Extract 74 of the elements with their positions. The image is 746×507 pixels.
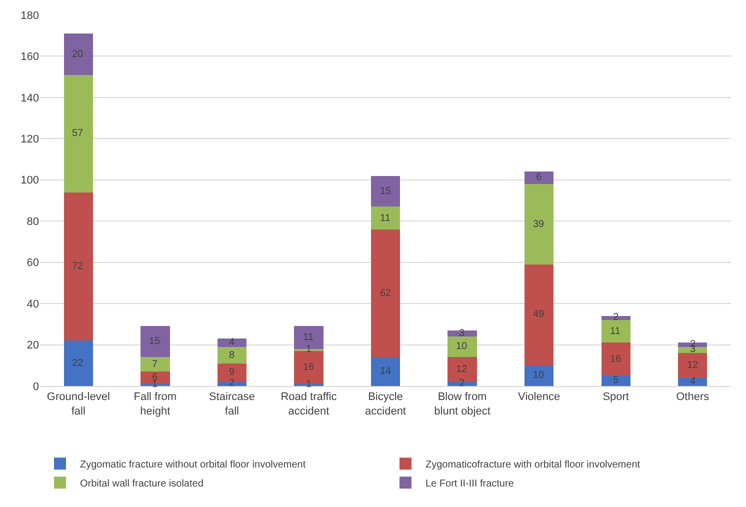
data-label: 16 (610, 354, 622, 365)
bar (217, 346, 247, 364)
bar (524, 184, 554, 264)
y-tick-label: 160 (20, 51, 39, 64)
bar (601, 320, 630, 343)
y-tick-label: 60 (26, 257, 39, 270)
data-label: 49 (533, 309, 545, 320)
bar (370, 229, 400, 358)
bar (524, 172, 554, 184)
data-label: 12 (456, 364, 468, 375)
y-tick-label: 20 (26, 340, 39, 352)
y-tick-label: 140 (20, 92, 39, 104)
data-label: 12 (687, 360, 699, 371)
legend-label: Zygomatic fracture without orbital floor involvement (80, 459, 306, 470)
y-tick-label: 40 (26, 298, 39, 310)
data-label: 72 (72, 261, 84, 272)
x-tick-label: Road traffic accident (280, 391, 338, 418)
data-label: 16 (303, 362, 315, 373)
data-label: 7 (152, 359, 158, 370)
data-label: 14 (380, 366, 392, 377)
bar (64, 340, 93, 386)
x-tick-label: Sport (602, 391, 629, 404)
bar (370, 357, 400, 386)
x-tick-label: Bicycle accident (365, 391, 406, 418)
bar (140, 357, 170, 372)
data-label: 1 (306, 379, 312, 390)
data-label: 4 (690, 376, 696, 387)
data-label: 22 (72, 358, 84, 369)
data-label: 20 (72, 49, 84, 60)
bar (217, 338, 247, 347)
bar (601, 376, 630, 386)
data-label: 11 (303, 332, 314, 343)
data-label: 1 (152, 379, 158, 390)
bar (524, 264, 554, 366)
y-tick-label: 80 (26, 216, 39, 228)
y-tick-label: 180 (20, 10, 39, 22)
bar (601, 342, 630, 376)
x-tick-label: Others (676, 391, 710, 404)
data-label: 9 (229, 367, 235, 378)
bar (370, 176, 400, 207)
x-tick-label: Fall from height (134, 391, 177, 418)
legend-label: Orbital wall fracture isolated (80, 478, 204, 490)
legend-label: Le Fort II-III fracture (426, 478, 514, 490)
bar (524, 365, 554, 386)
x-tick-label: Staircase fall (209, 391, 255, 418)
bar (140, 326, 170, 358)
data-label: 3 (459, 328, 465, 339)
bar (64, 34, 93, 75)
data-label: 62 (380, 288, 392, 299)
y-tick-label: 120 (20, 134, 39, 146)
data-label: 1 (306, 344, 312, 355)
legend-label: Zygomaticofracture with orbital floor involvement (426, 459, 640, 470)
data-label: 10 (456, 341, 468, 352)
x-tick-label: Ground-level fall (46, 391, 110, 418)
data-label: 6 (536, 172, 542, 183)
bar (448, 336, 477, 358)
data-label: 4 (229, 337, 235, 348)
x-tick-label: Violence (518, 391, 560, 404)
y-tick-label: 100 (20, 174, 39, 187)
bar (370, 206, 400, 230)
y-tick-label: 0 (32, 380, 39, 393)
data-label: 15 (149, 336, 161, 347)
data-label: 10 (533, 370, 545, 381)
bar (64, 74, 93, 192)
data-label: 57 (72, 128, 84, 139)
bar (678, 353, 708, 378)
data-label: 15 (380, 186, 392, 197)
x-tick-label: Blow from blunt object (434, 391, 490, 418)
data-label: 39 (533, 219, 545, 230)
bar (64, 192, 93, 341)
data-label: 8 (229, 350, 235, 361)
data-label: 11 (380, 213, 391, 224)
data-label: 11 (610, 326, 621, 337)
data-label: 5 (613, 375, 619, 386)
